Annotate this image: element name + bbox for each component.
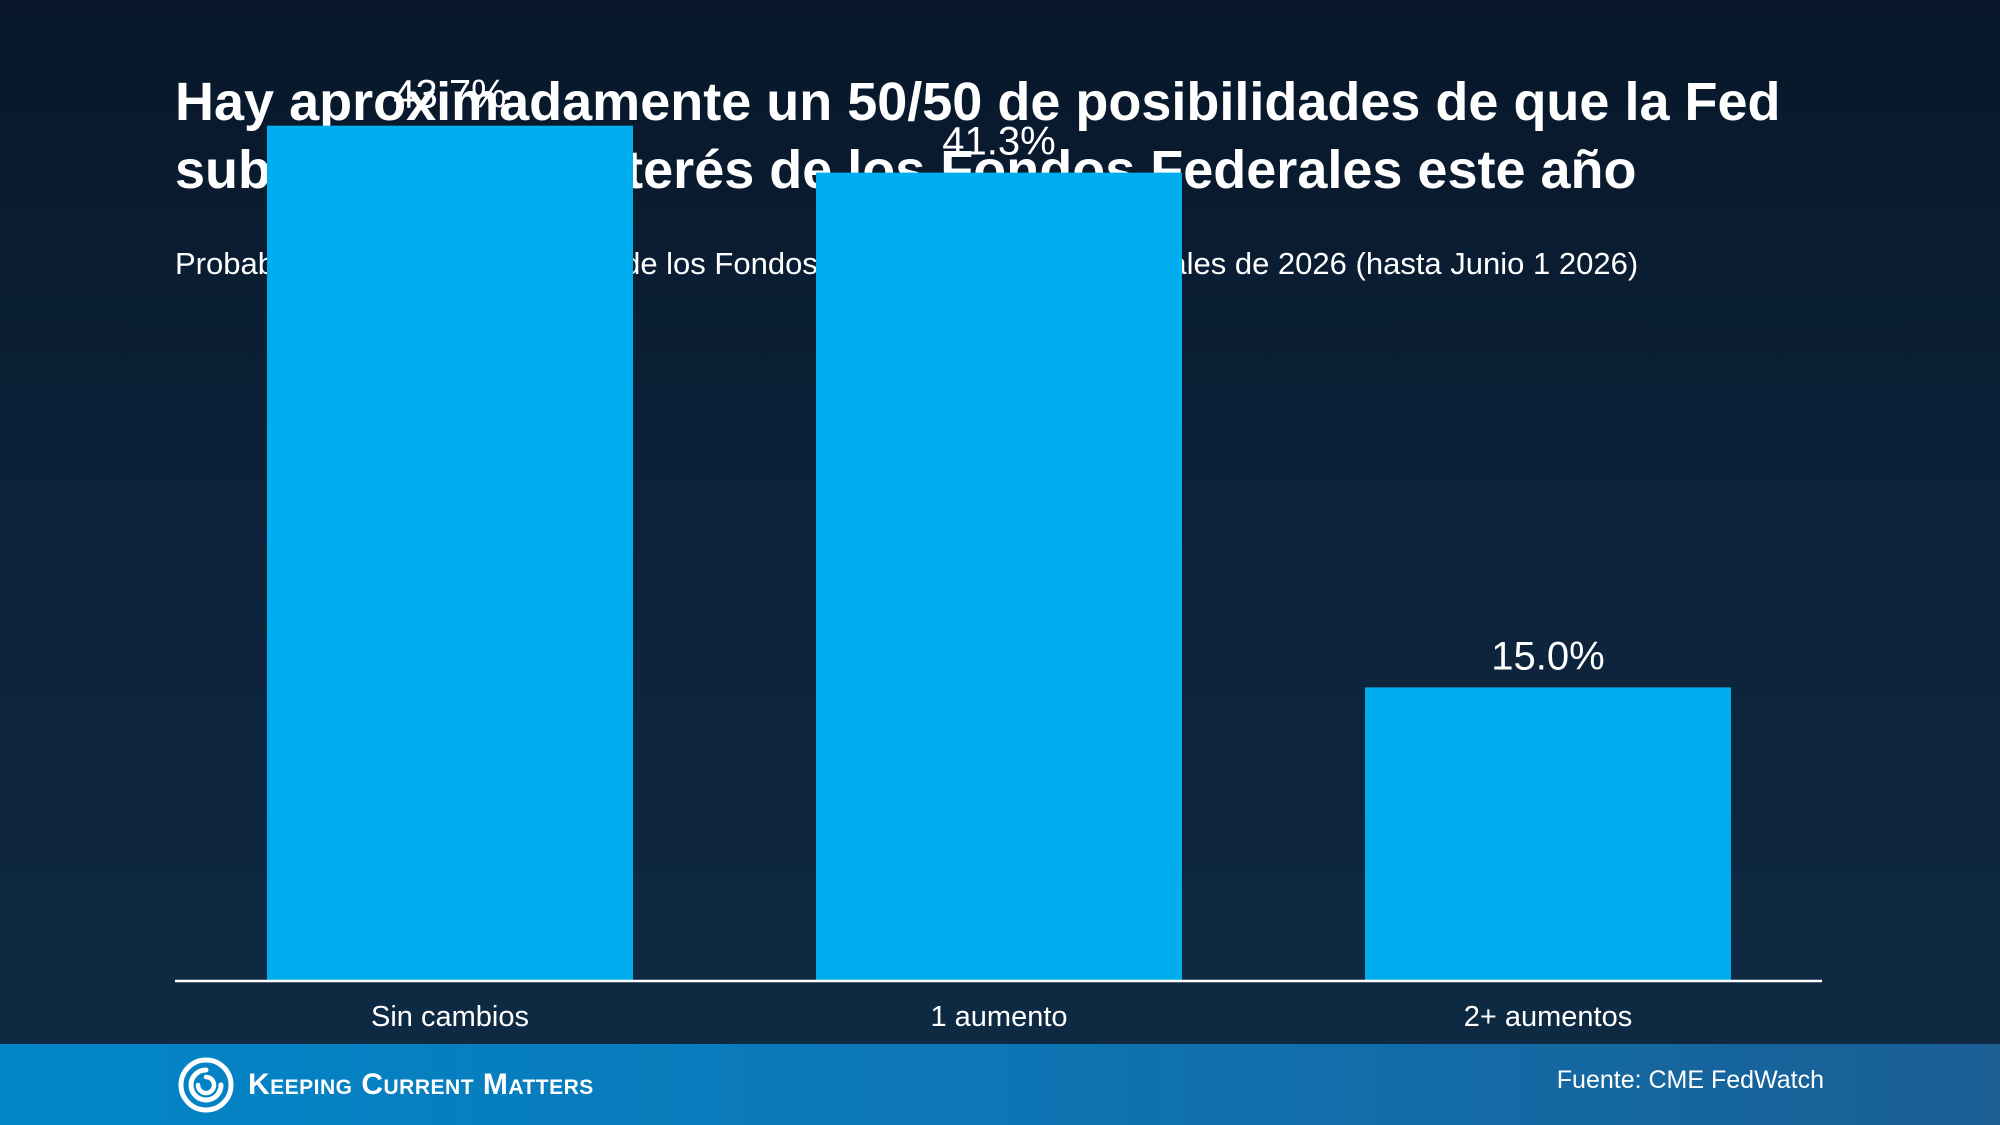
kcm-logo: Keeping Current Matters <box>178 1056 594 1114</box>
bar-2 <box>1365 687 1731 981</box>
category-label-1: 1 aumento <box>930 1001 1067 1033</box>
swirl-logo-icon <box>178 1057 234 1113</box>
bar-0 <box>267 125 633 981</box>
data-label-2: 15.0% <box>1491 634 1604 678</box>
source-label: Fuente: CME FedWatch <box>1556 1066 1824 1094</box>
data-label-0: 43.7% <box>393 73 506 117</box>
category-label-0: Sin cambios <box>371 1001 529 1033</box>
data-label-1: 41.3% <box>942 120 1055 164</box>
logo-text: Keeping Current Matters <box>248 1068 594 1101</box>
bar-chart: 43.7% Sin cambios 41.3% 1 aumento 15.0% 2+ au… <box>175 73 1822 1033</box>
bar-1 <box>816 172 1182 982</box>
bars-layer: 43.7% Sin cambios 41.3% 1 aumento 15.0% 2+ au… <box>267 73 1731 1033</box>
footer-bar: Keeping Current Matters Fuente: CME FedW… <box>0 1044 2000 1125</box>
category-label-2: 2+ aumentos <box>1464 1001 1632 1033</box>
